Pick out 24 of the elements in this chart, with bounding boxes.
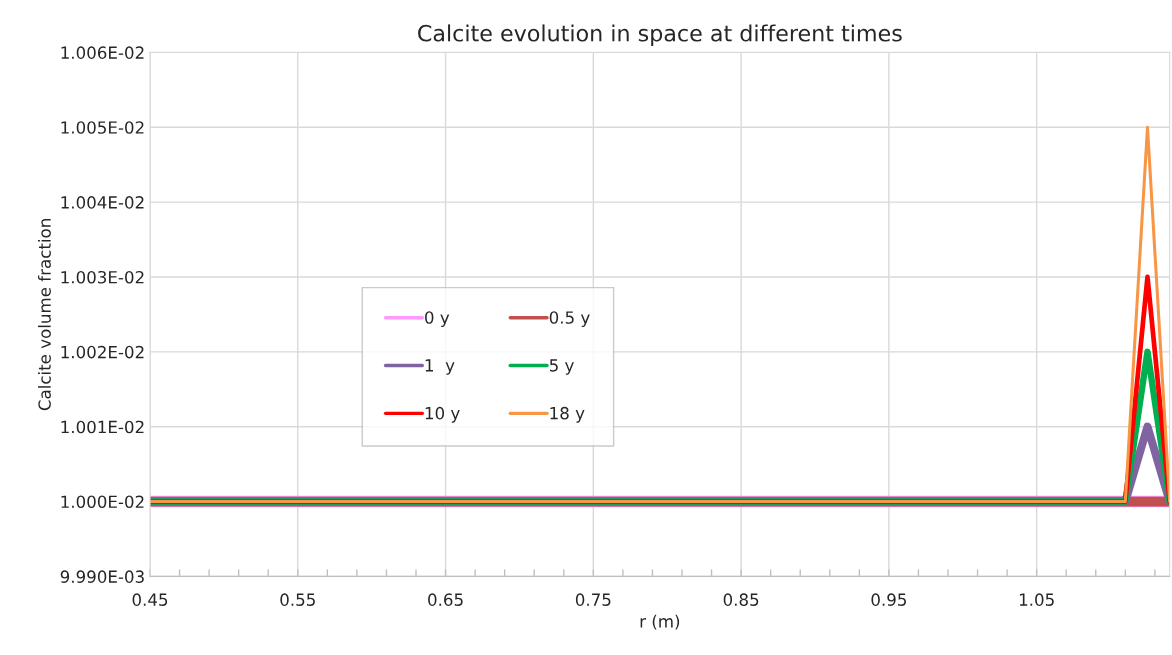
y-tick-label: 1.001E-02	[61, 420, 144, 434]
legend-label: 5 y	[549, 359, 574, 375]
legend-label: 10 y	[425, 406, 460, 423]
y-axis-title: Calcite volume fraction	[38, 219, 51, 411]
chart-title: Calcite evolution in space at different times	[418, 24, 902, 46]
y-tick-label: 1.004E-02	[61, 196, 144, 209]
y-tick-label: 1.000E-02	[61, 495, 144, 509]
x-tick-label: 0.85	[723, 593, 759, 606]
y-tick-label: 9.990E-03	[60, 570, 144, 583]
x-tick-label: 0.45	[132, 593, 168, 606]
y-tick-label: 1.006E-02	[61, 46, 144, 59]
x-tick-label: 0.55	[280, 593, 315, 606]
x-tick-label: 0.75	[575, 593, 611, 606]
y-tick-label: 1.003E-02	[61, 270, 144, 284]
y-tick-label: 1.002E-02	[61, 345, 144, 359]
legend-label: 18 y	[550, 406, 585, 423]
x-tick-label: 1.05	[1019, 593, 1054, 606]
x-axis-title: r (m)	[640, 614, 680, 630]
x-tick-label: 0.95	[871, 593, 906, 606]
legend-label: 0 y	[425, 311, 450, 328]
y-tick-label: 1.005E-02	[61, 121, 144, 134]
legend-label: 0.5 y	[549, 311, 590, 328]
x-tick-label: 0.65	[428, 593, 463, 606]
legend-label: 1 y	[425, 359, 455, 375]
